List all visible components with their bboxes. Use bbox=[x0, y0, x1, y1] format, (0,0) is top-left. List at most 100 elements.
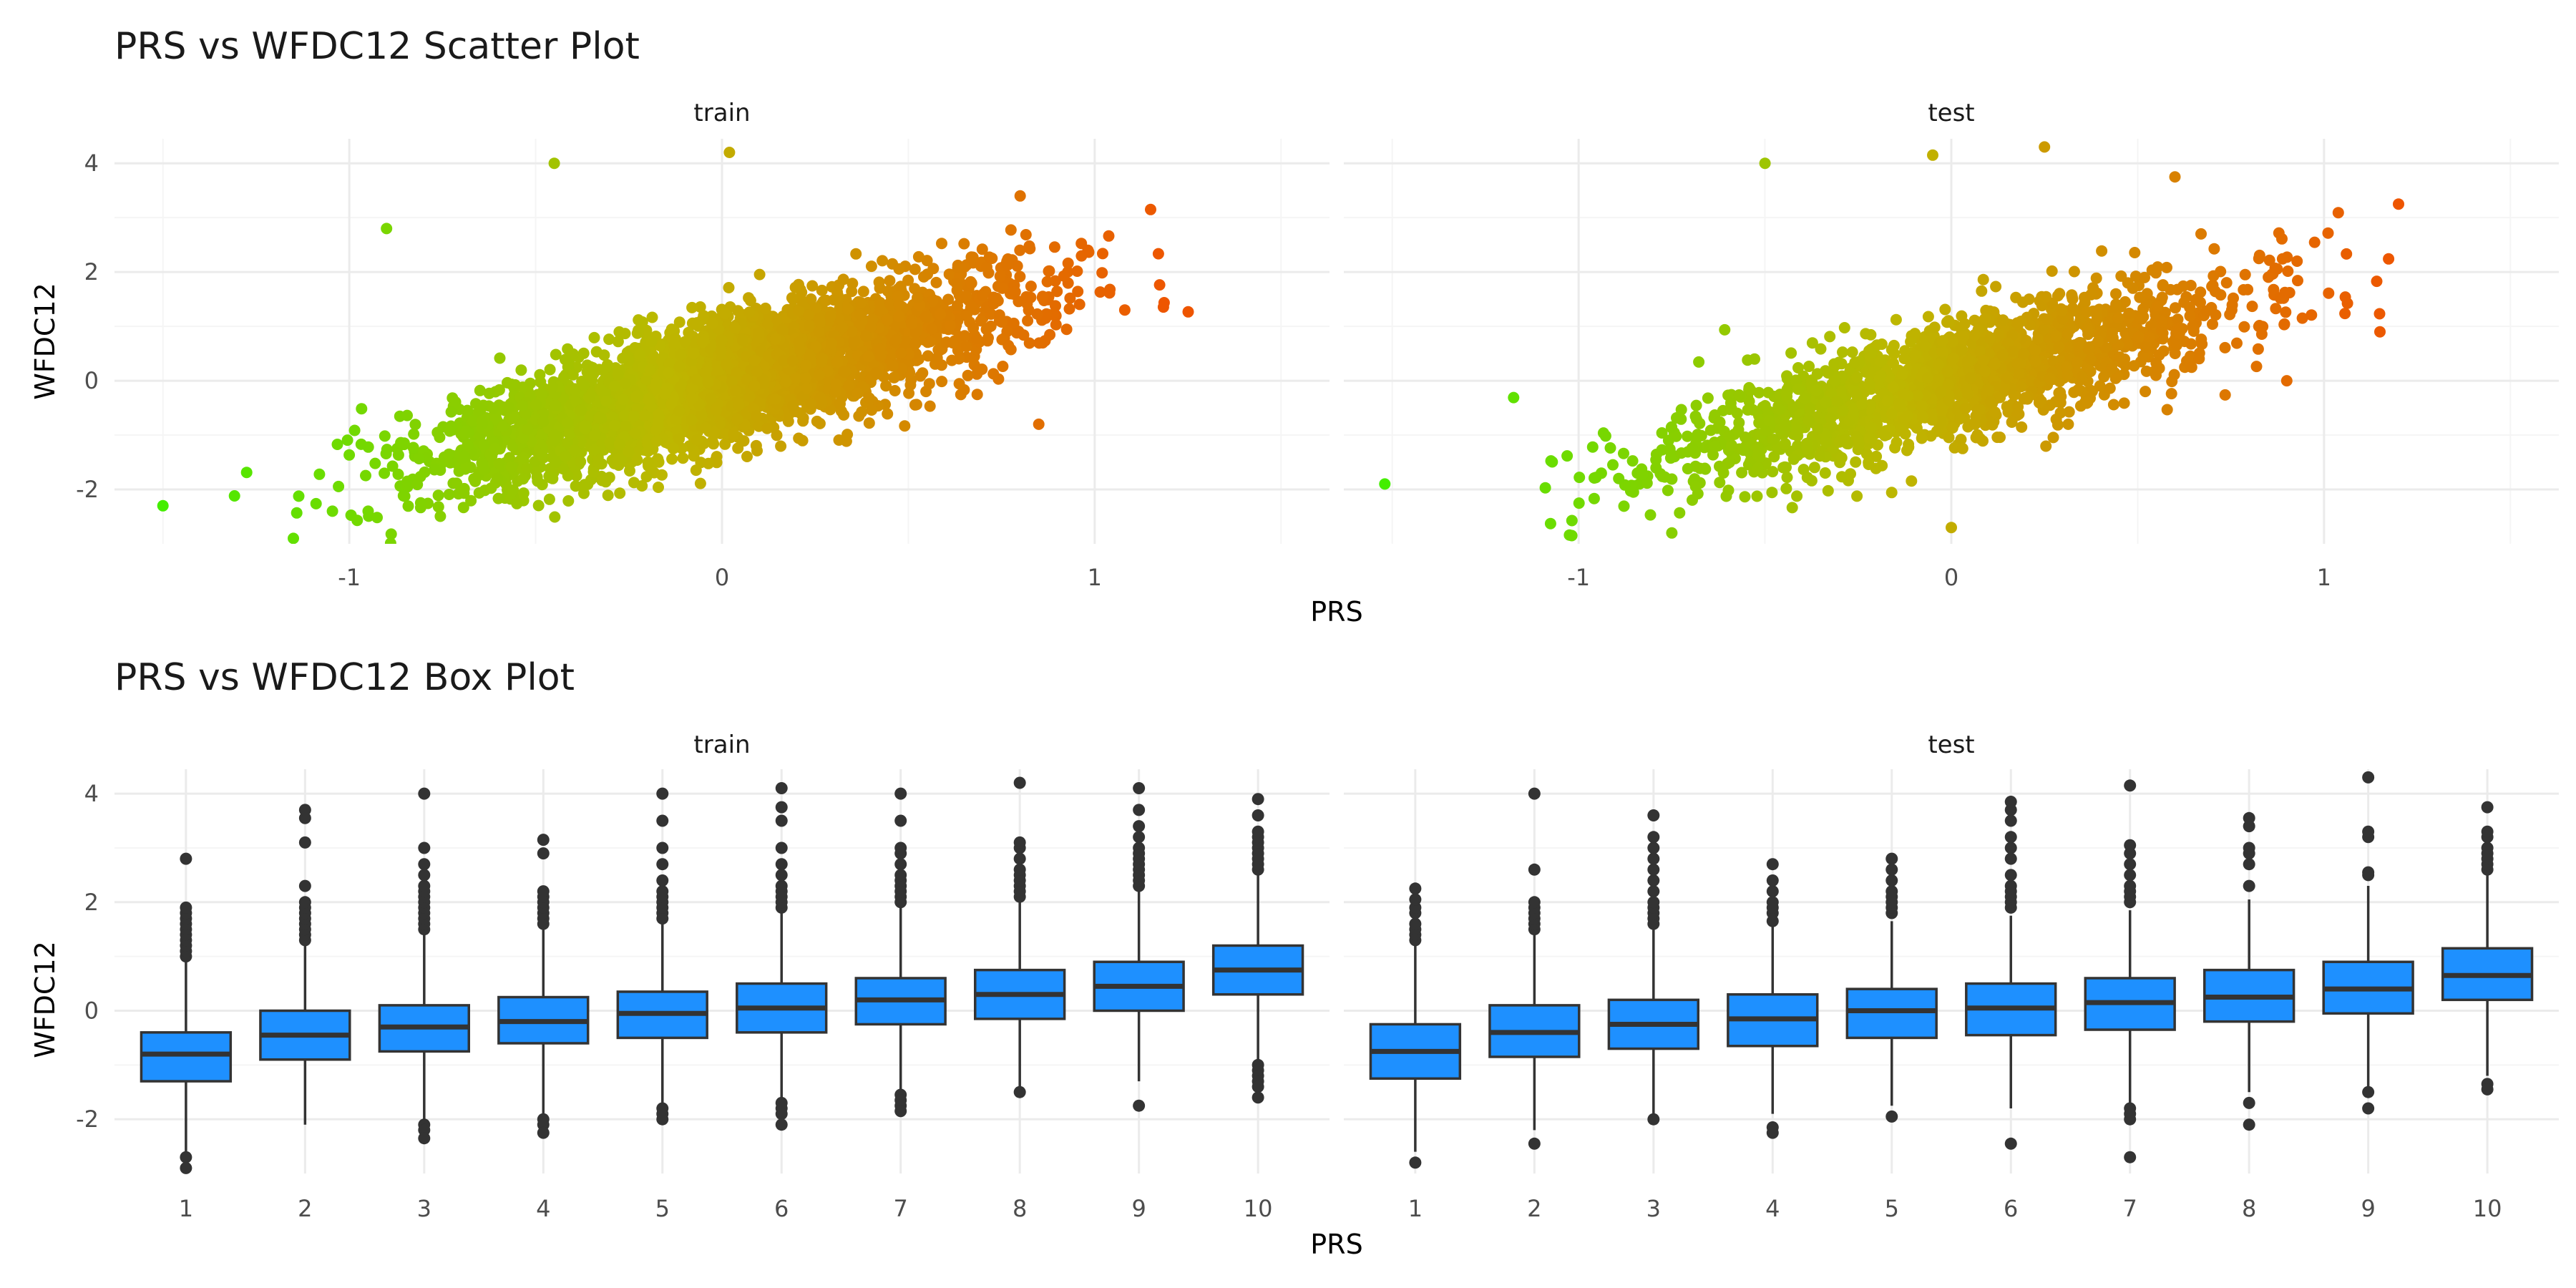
scatter-point bbox=[310, 497, 322, 509]
scatter-point bbox=[2220, 277, 2233, 289]
scatter-point bbox=[987, 368, 1000, 380]
scatter-point bbox=[971, 333, 983, 345]
scatter-point bbox=[645, 336, 658, 348]
scatter-point bbox=[560, 353, 571, 366]
scatter-point bbox=[977, 290, 989, 302]
scatter-point bbox=[612, 369, 624, 381]
scatter-point bbox=[893, 263, 905, 275]
scatter-point bbox=[1082, 244, 1094, 256]
scatter-point bbox=[803, 320, 815, 332]
scatter-point bbox=[493, 457, 505, 469]
scatter-point bbox=[604, 436, 616, 449]
scatter-point bbox=[451, 477, 463, 489]
scatter-point bbox=[549, 400, 561, 412]
scatter-point bbox=[1890, 436, 1903, 449]
scatter-point bbox=[2068, 265, 2080, 278]
scatter-point bbox=[1590, 472, 1602, 484]
scatter-point bbox=[1145, 203, 1156, 215]
scatter-point bbox=[696, 336, 708, 348]
scatter-point bbox=[668, 442, 679, 454]
scatter-point bbox=[2239, 268, 2251, 280]
scatter-point bbox=[1806, 337, 1818, 349]
scatter-point bbox=[333, 480, 345, 492]
scatter-point bbox=[675, 348, 687, 361]
scatter-point bbox=[432, 489, 444, 502]
scatter-point bbox=[1050, 300, 1061, 312]
scatter-point bbox=[922, 350, 934, 362]
scatter-point bbox=[699, 366, 711, 379]
scatter-point bbox=[899, 335, 911, 347]
scatter-point bbox=[614, 487, 626, 499]
scatter-point bbox=[816, 353, 829, 365]
scatter-point bbox=[814, 369, 826, 381]
scatter-point bbox=[414, 497, 426, 509]
scatter-point bbox=[530, 399, 542, 411]
scatter-point bbox=[465, 494, 477, 507]
scatter-point bbox=[600, 476, 612, 488]
scatter-point bbox=[831, 356, 844, 369]
scatter-point bbox=[228, 490, 240, 502]
scatter-point bbox=[733, 399, 745, 411]
scatter-point bbox=[1104, 283, 1116, 296]
scatter-point bbox=[873, 276, 885, 288]
scatter-point bbox=[434, 510, 447, 522]
scatter-point bbox=[792, 305, 804, 317]
scatter-point bbox=[971, 389, 983, 401]
scatter-point bbox=[2255, 328, 2268, 340]
scatter-point bbox=[754, 395, 766, 407]
scatter-point bbox=[613, 438, 625, 450]
scatter-point bbox=[1103, 230, 1115, 242]
scatter-point bbox=[617, 394, 629, 406]
scatter-point bbox=[1916, 432, 1928, 444]
scatter-point bbox=[619, 377, 631, 389]
scatter-point bbox=[780, 376, 792, 388]
scatter-point bbox=[653, 482, 664, 493]
scatter-point bbox=[517, 487, 530, 499]
scatter-point bbox=[458, 487, 470, 499]
scatter-point bbox=[726, 376, 738, 388]
scatter-point bbox=[1043, 265, 1055, 277]
scatter-point bbox=[2185, 350, 2197, 362]
scatter-point bbox=[2185, 338, 2197, 350]
scatter-point bbox=[2119, 296, 2131, 308]
scatter-point bbox=[962, 369, 974, 381]
scatter-point bbox=[786, 292, 798, 304]
scatter-point bbox=[1096, 267, 1108, 279]
scatter-point bbox=[326, 505, 338, 517]
scatter-point bbox=[507, 440, 519, 452]
scatter-point bbox=[2040, 291, 2052, 303]
scatter-point bbox=[477, 459, 489, 470]
scatter-point bbox=[708, 426, 721, 439]
scatter-point bbox=[837, 273, 849, 286]
scatter-point bbox=[588, 331, 600, 343]
scatter-point bbox=[854, 308, 866, 321]
scatter-point bbox=[2118, 397, 2130, 409]
scatter-point bbox=[805, 293, 817, 305]
scatter-point bbox=[1071, 265, 1083, 277]
scatter-point bbox=[1956, 442, 1968, 454]
scatter-point bbox=[1002, 339, 1015, 351]
scatter-point bbox=[2139, 271, 2150, 283]
scatter-point bbox=[431, 426, 444, 439]
scatter-point bbox=[313, 468, 326, 480]
scatter-point bbox=[443, 448, 455, 460]
scatter-point bbox=[504, 452, 515, 464]
scatter-point bbox=[814, 316, 826, 328]
scatter-point bbox=[386, 460, 399, 472]
scatter-point bbox=[896, 363, 908, 375]
scatter-point bbox=[834, 398, 846, 410]
scatter-point bbox=[2383, 253, 2395, 265]
scatter-point bbox=[630, 391, 642, 403]
scatter-point bbox=[686, 382, 698, 394]
scatter-point bbox=[579, 422, 591, 434]
scatter-point bbox=[706, 318, 718, 329]
scatter-point bbox=[644, 364, 656, 376]
scatter-point bbox=[748, 380, 761, 392]
scatter-point bbox=[445, 406, 457, 418]
scatter-point bbox=[432, 501, 444, 513]
scatter-point bbox=[716, 334, 728, 346]
scatter-point bbox=[1792, 362, 1804, 374]
scatter-point bbox=[1662, 484, 1674, 497]
scatter-point bbox=[316, 556, 328, 567]
scatter-point bbox=[629, 427, 641, 439]
